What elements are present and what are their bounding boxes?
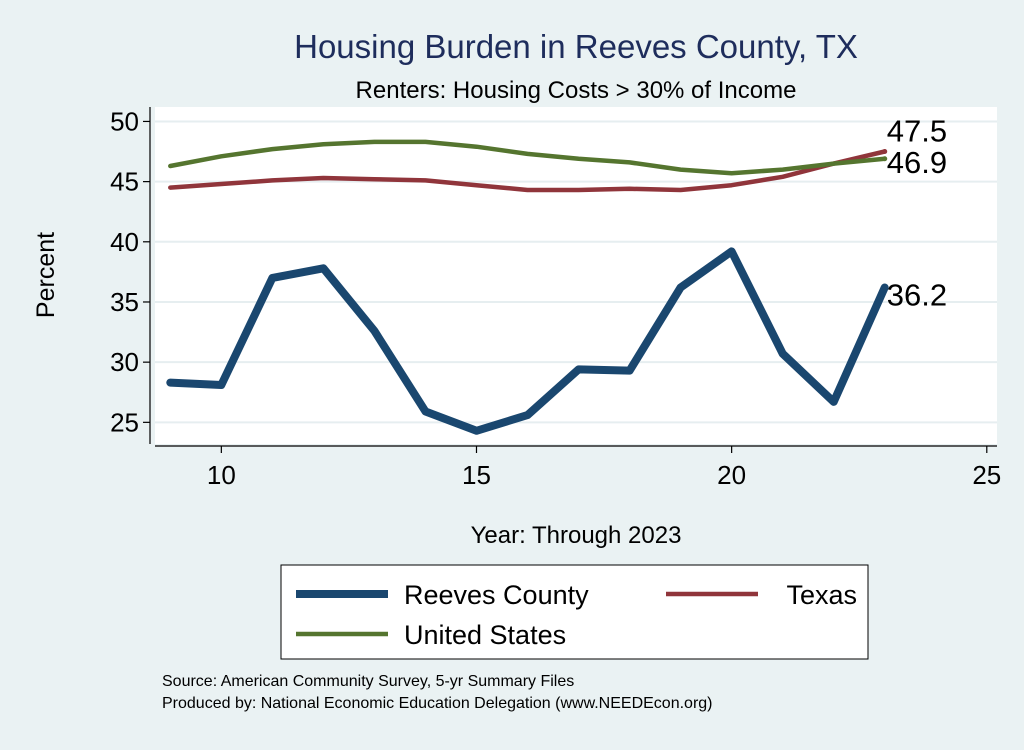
- chart-subtitle: Renters: Housing Costs > 30% of Income: [356, 77, 797, 104]
- y-tick-label-45: 45: [110, 167, 139, 197]
- end-label-reeves-county: 36.2: [887, 278, 947, 313]
- x-axis-label: Year: Through 2023: [471, 522, 682, 549]
- axes: 25 30 35 40 45 50 10 15 20 25: [110, 106, 1001, 490]
- series-line-united-states: [168, 139, 887, 176]
- x-tick-label-10: 10: [207, 460, 236, 490]
- grid-lines: [155, 120, 997, 424]
- series-line-texas: [168, 149, 887, 193]
- y-axis-label: Percent: [32, 232, 60, 318]
- y-tick-label-50: 50: [110, 106, 139, 136]
- footer-produced-by: Produced by: National Economic Education…: [162, 695, 713, 712]
- legend: [280, 564, 869, 660]
- x-tick-label-25: 25: [972, 460, 1001, 490]
- footer-source: Source: American Community Survey, 5-yr …: [162, 673, 574, 690]
- y-tick-label-35: 35: [110, 287, 139, 317]
- series-end-point-texas: [882, 149, 888, 155]
- legend-label-texas: Texas: [786, 580, 857, 610]
- x-tick-label-15: 15: [462, 460, 491, 490]
- series-end-point-reeves-county: [882, 285, 888, 291]
- y-tick-label-40: 40: [110, 227, 139, 257]
- legend-entries: Reeves County Texas United States: [296, 580, 857, 650]
- legend-label-united-states: United States: [404, 620, 566, 650]
- end-labels: 36.2 47.546.9: [887, 114, 947, 313]
- end-label-texas: 47.5: [887, 114, 947, 149]
- x-tick-label-20: 20: [717, 460, 746, 490]
- end-label-united-states: 46.9: [887, 145, 947, 180]
- series-end-point-united-states: [882, 156, 888, 162]
- legend-label-reeves-county: Reeves County: [404, 580, 589, 610]
- y-tick-label-30: 30: [110, 347, 139, 377]
- y-tick-label-25: 25: [110, 407, 139, 437]
- chart-title: Housing Burden in Reeves County, TX: [294, 28, 858, 65]
- series-lines: [166, 139, 889, 435]
- series-line-reeves-county: [166, 247, 889, 435]
